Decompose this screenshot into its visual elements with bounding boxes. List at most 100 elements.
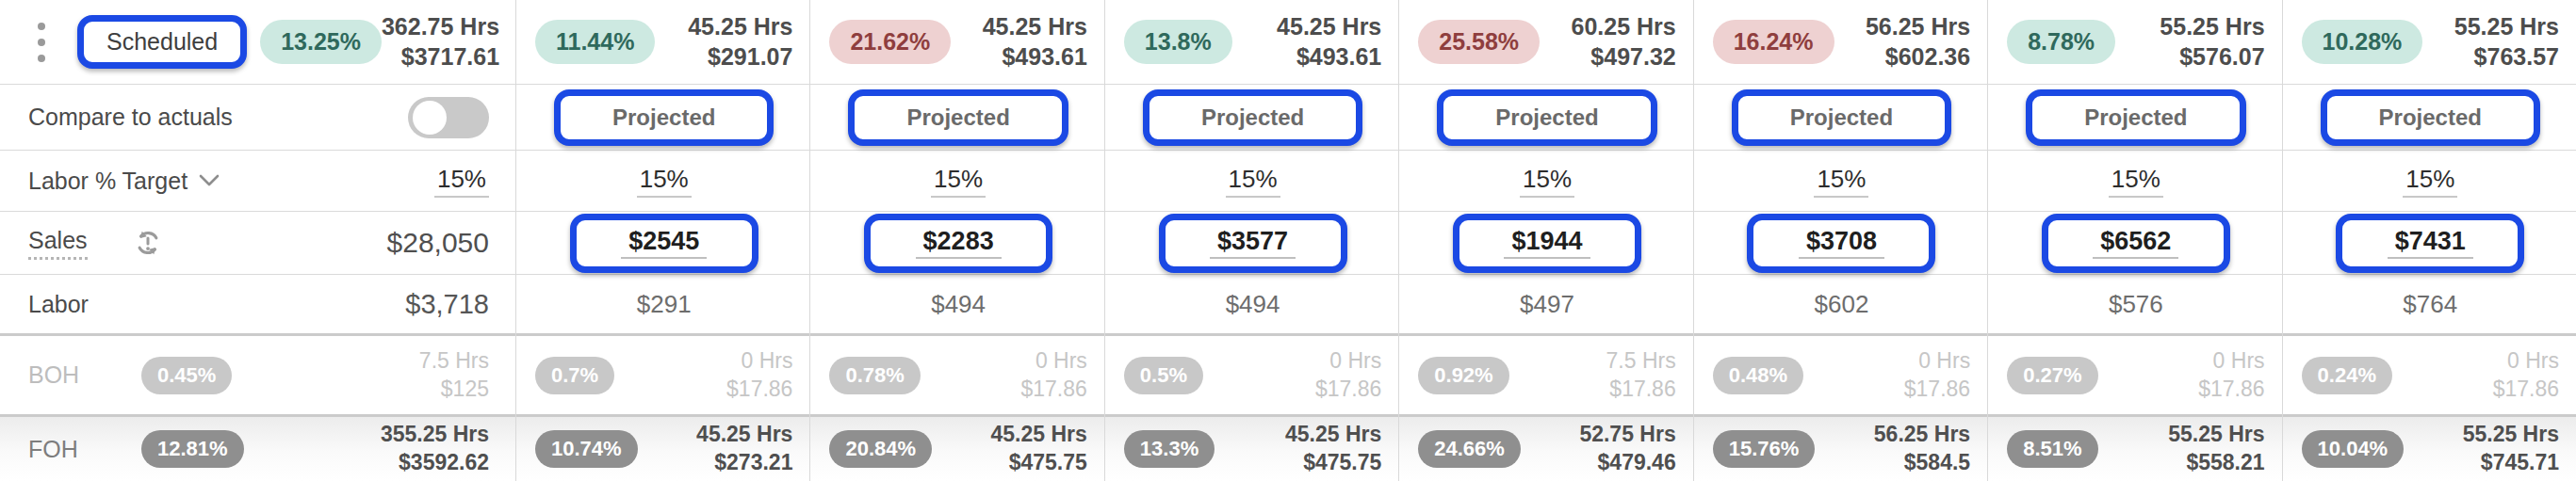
projected-button[interactable]: Projected xyxy=(554,89,774,146)
labor-target-value[interactable]: 15% xyxy=(1814,165,1868,198)
labor-target-label: Labor % Target xyxy=(28,168,187,195)
sales-input[interactable]: $6562 xyxy=(2042,214,2230,273)
scheduled-day-cell: 11.44% 45.25 Hrs $291.07 xyxy=(516,0,809,85)
foh-hours: 56.25 Hrs xyxy=(1874,421,1970,449)
kebab-menu-icon[interactable] xyxy=(34,19,49,66)
compare-to-actuals-toggle[interactable] xyxy=(408,97,489,138)
boh-hours: 0 Hrs xyxy=(1020,347,1086,376)
boh-cost: $17.86 xyxy=(1904,376,1970,404)
projected-button[interactable]: Projected xyxy=(2321,89,2540,146)
boh-total-cost: $125 xyxy=(419,376,489,404)
scheduled-hours-cost: 56.25 Hrs $602.36 xyxy=(1866,12,1970,72)
projected-button[interactable]: Projected xyxy=(1143,89,1362,146)
sales-value[interactable]: $7431 xyxy=(2388,227,2473,259)
boh-percent-badge-total: 0.45% xyxy=(141,357,232,394)
foh-cost: $745.71 xyxy=(2463,449,2559,477)
boh-summary-row: BOH 0.45% 7.5 Hrs $125 xyxy=(0,336,515,417)
sales-cell: $7431 xyxy=(2283,212,2576,275)
scheduled-day-cell: 21.62% 45.25 Hrs $493.61 xyxy=(810,0,1103,85)
scheduled-hours: 45.25 Hrs xyxy=(1277,12,1381,42)
sales-value[interactable]: $1944 xyxy=(1504,227,1590,259)
foh-hours-cost: 45.25 Hrs $273.21 xyxy=(696,421,792,477)
scheduled-hours-cost: 55.25 Hrs $763.57 xyxy=(2454,12,2559,72)
day-column: 10.28% 55.25 Hrs $763.57 Projected 15% $… xyxy=(2282,0,2576,481)
scheduled-cost: $497.32 xyxy=(1572,42,1676,72)
foh-total-cost: $3592.62 xyxy=(381,449,489,477)
scheduled-total-cost: $3717.61 xyxy=(382,42,499,72)
sales-input[interactable]: $2545 xyxy=(570,214,758,273)
foh-hours-cost: 52.75 Hrs $479.46 xyxy=(1579,421,1675,477)
labor-target-value[interactable]: 15% xyxy=(2109,165,2163,198)
labor-target-total-value[interactable]: 15% xyxy=(434,165,489,198)
scheduled-button[interactable]: Scheduled xyxy=(77,15,247,69)
boh-cell: 0.92% 7.5 Hrs $17.86 xyxy=(1399,336,1692,417)
scheduled-day-cell: 25.58% 60.25 Hrs $497.32 xyxy=(1399,0,1692,85)
boh-hours: 0 Hrs xyxy=(1315,347,1381,376)
boh-hours-cost: 0 Hrs $17.86 xyxy=(726,347,792,404)
labor-target-value[interactable]: 15% xyxy=(1520,165,1574,198)
projected-cell: Projected xyxy=(516,85,809,151)
projected-cell: Projected xyxy=(1399,85,1692,151)
boh-hours: 0 Hrs xyxy=(2198,347,2264,376)
sales-input[interactable]: $3708 xyxy=(1747,214,1935,273)
projected-button[interactable]: Projected xyxy=(1437,89,1656,146)
labor-target-cell: 15% xyxy=(1399,151,1692,212)
sales-value[interactable]: $2545 xyxy=(621,227,707,259)
foh-cost: $475.75 xyxy=(991,449,1087,477)
sales-input[interactable]: $3577 xyxy=(1159,214,1347,273)
boh-cell: 0.48% 0 Hrs $17.86 xyxy=(1694,336,1987,417)
boh-hours-cost: 0 Hrs $17.86 xyxy=(2493,347,2559,404)
foh-percent-badge: 10.04% xyxy=(2302,430,2405,468)
sales-cell: $3577 xyxy=(1105,212,1398,275)
sales-input[interactable]: $2283 xyxy=(864,214,1052,273)
scheduled-day-cell: 13.8% 45.25 Hrs $493.61 xyxy=(1105,0,1398,85)
labor-value: $291 xyxy=(637,290,692,319)
scheduled-hours: 60.25 Hrs xyxy=(1572,12,1676,42)
scheduled-hours: 56.25 Hrs xyxy=(1866,12,1970,42)
day-column: 13.8% 45.25 Hrs $493.61 Projected 15% $3… xyxy=(1104,0,1398,481)
sales-input[interactable]: $7431 xyxy=(2336,214,2524,273)
scheduled-cost: $493.61 xyxy=(1277,42,1381,72)
labor-target-row: Labor % Target 15% xyxy=(0,151,515,212)
foh-hours: 52.75 Hrs xyxy=(1579,421,1675,449)
foh-hours: 45.25 Hrs xyxy=(1285,421,1381,449)
foh-hours: 55.25 Hrs xyxy=(2463,421,2559,449)
chevron-down-icon[interactable] xyxy=(199,174,220,187)
labor-target-value[interactable]: 15% xyxy=(2403,165,2457,198)
boh-hours-cost: 0 Hrs $17.86 xyxy=(2198,347,2264,404)
sales-value[interactable]: $3708 xyxy=(1799,227,1884,259)
foh-percent-badge: 10.74% xyxy=(535,430,638,468)
scheduled-hours: 55.25 Hrs xyxy=(2454,12,2559,42)
projected-cell: Projected xyxy=(1694,85,1987,151)
foh-hours-cost: 55.25 Hrs $558.21 xyxy=(2168,421,2264,477)
projected-cell: Projected xyxy=(1105,85,1398,151)
sales-cell: $3708 xyxy=(1694,212,1987,275)
projected-button[interactable]: Projected xyxy=(2026,89,2245,146)
boh-percent-badge: 0.27% xyxy=(2007,357,2097,394)
sales-value[interactable]: $3577 xyxy=(1210,227,1296,259)
sales-cell: $6562 xyxy=(1988,212,2281,275)
labor-percent-badge: 8.78% xyxy=(2007,20,2115,64)
projected-button[interactable]: Projected xyxy=(1732,89,1951,146)
scheduled-day-cell: 10.28% 55.25 Hrs $763.57 xyxy=(2283,0,2576,85)
sales-value[interactable]: $2283 xyxy=(916,227,1002,259)
foh-cell: 20.84% 45.25 Hrs $475.75 xyxy=(810,417,1103,481)
foh-cost: $475.75 xyxy=(1285,449,1381,477)
boh-percent-badge: 0.48% xyxy=(1713,357,1803,394)
foh-percent-badge: 15.76% xyxy=(1713,430,1816,468)
scheduled-hours-cost: 45.25 Hrs $291.07 xyxy=(688,12,792,72)
foh-cell: 10.74% 45.25 Hrs $273.21 xyxy=(516,417,809,481)
boh-hours-cost: 0 Hrs $17.86 xyxy=(1315,347,1381,404)
scheduled-total-hours: 362.75 Hrs xyxy=(382,12,499,42)
labor-target-value[interactable]: 15% xyxy=(637,165,692,198)
labor-percent-badge: 25.58% xyxy=(1418,20,1540,64)
sales-input[interactable]: $1944 xyxy=(1453,214,1641,273)
sales-value[interactable]: $6562 xyxy=(2093,227,2178,259)
labor-target-value[interactable]: 15% xyxy=(1226,165,1280,198)
labor-target-value[interactable]: 15% xyxy=(931,165,986,198)
projected-button[interactable]: Projected xyxy=(848,89,1068,146)
labor-row: Labor $3,718 xyxy=(0,275,515,336)
projected-cell: Projected xyxy=(1988,85,2281,151)
foh-cell: 13.3% 45.25 Hrs $475.75 xyxy=(1105,417,1398,481)
scheduled-hours: 45.25 Hrs xyxy=(688,12,792,42)
